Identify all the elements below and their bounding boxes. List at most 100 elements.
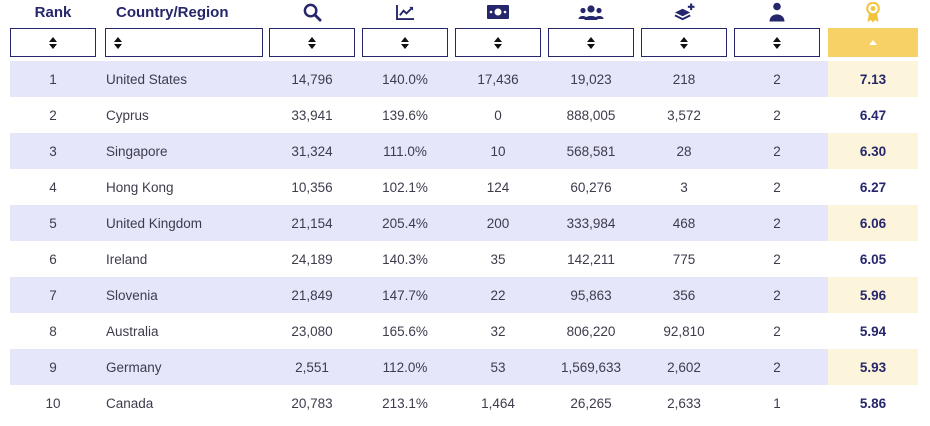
table-header: Rank Country/Region — [0, 0, 930, 24]
value-cell: 2 — [773, 179, 781, 195]
value-cell: 147.7% — [382, 287, 428, 303]
table-row: 6 Ireland 24,189 140.3% 35 142,211 775 2… — [10, 241, 918, 277]
value-cell: 568,581 — [566, 143, 616, 159]
value-cell: 1,464 — [481, 395, 515, 411]
table-body: 1 United States 14,796 140.0% 17,436 19,… — [10, 61, 918, 421]
value-cell: 102.1% — [382, 179, 428, 195]
sort-controls — [0, 28, 930, 57]
score-cell: 5.94 — [828, 313, 918, 349]
value-cell: 2,602 — [667, 359, 701, 375]
value-cell: 2 — [773, 215, 781, 231]
rank-cell: 9 — [49, 359, 57, 375]
value-cell: 140.3% — [382, 251, 428, 267]
table-row: 5 United Kingdom 21,154 205.4% 200 333,9… — [10, 205, 918, 241]
value-cell: 1 — [773, 395, 781, 411]
country-cell: United States — [106, 71, 188, 87]
score-cell: 5.86 — [828, 385, 918, 421]
people-group-icon — [548, 0, 634, 24]
sort-score-button[interactable] — [828, 28, 918, 57]
sort-column-2-button[interactable] — [362, 28, 448, 57]
table-row: 3 Singapore 31,324 111.0% 10 568,581 28 … — [10, 133, 918, 169]
value-cell: 333,984 — [566, 215, 616, 231]
country-cell: Slovenia — [106, 287, 158, 303]
value-cell: 53 — [490, 359, 506, 375]
person-icon — [734, 0, 820, 24]
value-cell: 33,941 — [291, 107, 333, 123]
value-cell: 2 — [773, 107, 781, 123]
table-row: 1 United States 14,796 140.0% 17,436 19,… — [10, 61, 918, 97]
value-cell: 124 — [486, 179, 510, 195]
value-cell: 31,324 — [291, 143, 333, 159]
sort-country-button[interactable] — [105, 28, 263, 57]
value-cell: 19,023 — [570, 71, 612, 87]
value-cell: 24,189 — [291, 251, 333, 267]
sort-column-6-button[interactable] — [734, 28, 820, 57]
table-row: 8 Australia 23,080 165.6% 32 806,220 92,… — [10, 313, 918, 349]
value-cell: 2 — [773, 323, 781, 339]
country-cell: United Kingdom — [106, 215, 203, 231]
score-cell: 6.06 — [828, 205, 918, 241]
value-cell: 1,569,633 — [560, 359, 622, 375]
value-cell: 3 — [680, 179, 688, 195]
country-cell: Hong Kong — [106, 179, 174, 195]
country-cell: Australia — [106, 323, 159, 339]
rank-cell: 4 — [49, 179, 57, 195]
value-cell: 17,436 — [477, 71, 519, 87]
value-cell: 92,810 — [663, 323, 705, 339]
value-cell: 20,783 — [291, 395, 333, 411]
country-cell: Ireland — [106, 251, 148, 267]
trend-chart-icon — [362, 0, 448, 24]
value-cell: 95,863 — [570, 287, 612, 303]
value-cell: 21,849 — [291, 287, 333, 303]
value-cell: 140.0% — [382, 71, 428, 87]
rank-header: Rank — [34, 3, 72, 21]
country-cell: Germany — [106, 359, 162, 375]
value-cell: 10,356 — [291, 179, 333, 195]
rank-cell: 5 — [49, 215, 57, 231]
value-cell: 28 — [676, 143, 692, 159]
country-cell: Cyprus — [106, 107, 149, 123]
value-cell: 23,080 — [291, 323, 333, 339]
value-cell: 213.1% — [382, 395, 428, 411]
value-cell: 200 — [486, 215, 510, 231]
country-cell: Singapore — [106, 143, 168, 159]
table-row: 9 Germany 2,551 112.0% 53 1,569,633 2,60… — [10, 349, 918, 385]
rank-cell: 1 — [49, 71, 57, 87]
table-row: 2 Cyprus 33,941 139.6% 0 888,005 3,572 2… — [10, 97, 918, 133]
value-cell: 218 — [672, 71, 696, 87]
value-cell: 112.0% — [382, 359, 428, 375]
value-cell: 205.4% — [382, 215, 428, 231]
value-cell: 356 — [672, 287, 696, 303]
medal-icon — [828, 0, 918, 24]
country-header: Country/Region — [116, 3, 229, 21]
table-row: 10 Canada 20,783 213.1% 1,464 26,265 2,6… — [10, 385, 918, 421]
layers-plus-icon — [641, 0, 727, 24]
value-cell: 2 — [773, 359, 781, 375]
score-cell: 6.05 — [828, 241, 918, 277]
rank-cell: 7 — [49, 287, 57, 303]
value-cell: 32 — [490, 323, 506, 339]
value-cell: 10 — [490, 143, 506, 159]
value-cell: 2 — [773, 287, 781, 303]
value-cell: 2,633 — [667, 395, 701, 411]
score-cell: 5.93 — [828, 349, 918, 385]
sort-column-4-button[interactable] — [548, 28, 634, 57]
value-cell: 60,276 — [570, 179, 612, 195]
sort-column-5-button[interactable] — [641, 28, 727, 57]
money-icon — [455, 0, 541, 24]
table-row: 7 Slovenia 21,849 147.7% 22 95,863 356 2… — [10, 277, 918, 313]
value-cell: 2 — [773, 143, 781, 159]
value-cell: 14,796 — [291, 71, 333, 87]
sort-column-1-button[interactable] — [269, 28, 355, 57]
value-cell: 26,265 — [570, 395, 612, 411]
value-cell: 142,211 — [567, 251, 615, 267]
value-cell: 468 — [672, 215, 696, 231]
sort-column-3-button[interactable] — [455, 28, 541, 57]
value-cell: 111.0% — [383, 143, 427, 159]
value-cell: 888,005 — [566, 107, 616, 123]
table-row: 4 Hong Kong 10,356 102.1% 124 60,276 3 2… — [10, 169, 918, 205]
score-cell: 5.96 — [828, 277, 918, 313]
sort-rank-button[interactable] — [10, 28, 96, 57]
score-cell: 6.30 — [828, 133, 918, 169]
value-cell: 2 — [773, 71, 781, 87]
